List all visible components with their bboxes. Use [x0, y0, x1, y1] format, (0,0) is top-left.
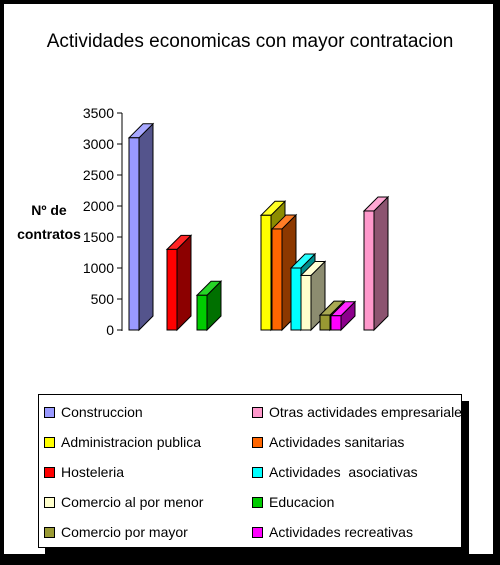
legend-label: Comercio por mayor	[61, 524, 188, 540]
legend-label: Comercio al por menor	[61, 494, 204, 510]
legend-swatch	[252, 466, 263, 478]
y-tick-label: 0	[106, 322, 114, 338]
y-tick-label: 2000	[83, 198, 114, 214]
legend-swatch	[44, 436, 55, 448]
y-axis-label-line-2: contratos	[17, 226, 81, 242]
legend-swatch	[252, 436, 263, 448]
y-tick-label: 3000	[83, 136, 114, 152]
legend-item: Educacion	[252, 492, 334, 512]
legend-item: Otras actividades empresariales	[252, 402, 469, 422]
legend-label: Hosteleria	[61, 464, 125, 480]
legend-label: Actividades asociativas	[269, 464, 418, 480]
y-axis-label: Nº de contratos	[17, 202, 81, 242]
legend-label: Administracion publica	[61, 434, 202, 450]
legend-swatch	[44, 526, 55, 538]
legend-item: Hosteleria	[44, 462, 124, 482]
legend-item: Actividades recreativas	[252, 522, 413, 542]
legend-label: Actividades recreativas	[269, 524, 413, 540]
legend-item: Actividades sanitarias	[252, 432, 404, 452]
bars	[127, 122, 390, 332]
legend: Construccion Otras actividades empresaria…	[38, 394, 469, 548]
y-tick-label: 1000	[83, 260, 114, 276]
legend-label: Construccion	[61, 404, 143, 420]
y-tick-label: 2500	[83, 167, 114, 183]
legend-item: Actividades asociativas	[252, 462, 418, 482]
chart-plot: Actividades economicas con mayor contrat…	[17, 31, 454, 338]
y-tick-label: 3500	[83, 105, 114, 121]
legend-label: Otras actividades empresariales	[269, 404, 469, 420]
legend-swatch	[44, 406, 55, 418]
legend-label: Educacion	[269, 494, 335, 510]
legend-item: Administracion publica	[44, 432, 201, 452]
legend-swatch	[252, 526, 263, 538]
legend-swatch	[252, 406, 263, 418]
chart-title: Actividades economicas con mayor contrat…	[47, 31, 454, 52]
bar-7	[299, 260, 327, 332]
y-axis-label-line-1: Nº de	[31, 202, 67, 218]
legend-swatch	[252, 496, 263, 508]
bar-2	[165, 234, 193, 332]
legend-swatch	[44, 496, 55, 508]
legend-item: Comercio por mayor	[44, 522, 188, 542]
y-tick-label: 500	[91, 291, 115, 307]
bar-3	[195, 280, 223, 332]
legend-item: Construccion	[44, 402, 143, 422]
bar-9	[329, 300, 357, 332]
bar-10	[362, 195, 390, 332]
bar-1	[127, 122, 155, 332]
legend-swatch	[44, 466, 55, 478]
y-axis: 0 500 1000 1500 2000 2500 3000 3500	[83, 105, 123, 338]
legend-label: Actividades sanitarias	[269, 434, 405, 450]
y-tick-label: 1500	[83, 229, 114, 245]
legend-item: Comercio al por menor	[44, 492, 203, 512]
